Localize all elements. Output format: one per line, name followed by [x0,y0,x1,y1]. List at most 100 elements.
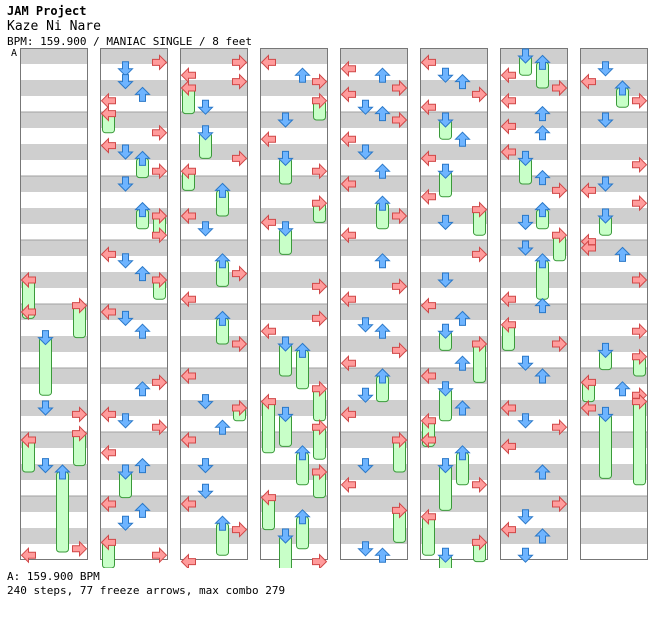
freeze-arrow-tail [633,401,646,486]
step-arrow-left [500,66,516,84]
beat-stripe [20,80,88,96]
step-arrow-up [374,195,391,211]
step-arrow-left [420,150,436,167]
step-arrow-up [454,400,471,416]
step-arrow-right [152,226,168,244]
beat-stripe [100,528,168,544]
step-arrow-up [214,310,231,326]
beat-stripe [20,368,88,384]
step-arrow-right [312,418,328,436]
step-arrow-down [37,400,54,416]
step-arrow-right [72,297,88,314]
step-arrow-up [214,182,231,198]
beat-stripe [20,48,88,64]
beat-stripe [100,464,168,480]
step-arrow-left [580,399,596,417]
beat-stripe [340,304,408,320]
step-arrow-right [232,150,248,167]
beat-stripe [500,496,568,512]
beat-stripe [260,240,328,256]
beat-stripe [420,80,488,96]
beat-stripe [420,240,488,256]
step-arrow-right [72,406,88,423]
step-arrow-right [472,534,488,551]
step-arrow-right [552,182,568,199]
step-arrow-left [100,406,116,423]
step-arrow-up [454,73,471,90]
step-arrow-up [54,464,71,480]
beat-stripe [500,112,568,128]
beat-stripe [580,400,648,416]
step-arrow-down [197,394,214,410]
beat-stripe [500,80,568,96]
beat-stripe [260,48,328,64]
step-arrow-down [357,387,374,403]
beat-stripe [180,336,248,352]
step-arrow-up [374,323,391,339]
beat-stripe [580,432,648,448]
step-arrow-right [632,322,648,340]
step-arrow-down [37,330,54,346]
beat-stripe [340,240,408,256]
step-arrow-right [232,399,248,417]
step-arrow-left [500,143,516,161]
step-arrow-left [180,290,196,308]
beat-stripe [260,208,328,224]
beat-stripe [20,304,88,320]
step-arrow-down [357,317,374,333]
step-arrow-down [197,458,214,474]
step-arrow-down [517,240,534,256]
step-arrow-left [180,79,196,97]
step-arrow-right [392,207,408,225]
step-arrow-left [260,393,276,410]
beat-stripe [420,144,488,160]
step-arrow-up [534,125,551,141]
beat-stripe [500,176,568,192]
step-arrow-up [294,445,311,461]
step-arrow-up [214,515,231,531]
step-arrow-right [312,194,328,212]
step-arrow-left [340,130,356,148]
beat-stripe [340,432,408,448]
beat-stripe [340,208,408,224]
beat-stripe [340,144,408,160]
step-arrow-left [420,54,436,71]
beat-stripe [500,528,568,544]
step-arrow-left [100,495,116,513]
chart-column-border [420,48,488,560]
chart-column-border [180,48,248,560]
step-arrow-down [437,67,454,83]
step-arrow-down [597,208,614,224]
beat-stripe [100,144,168,160]
chart-column-border [500,48,568,560]
beat-stripe [420,208,488,224]
beat-stripe [260,144,328,160]
beat-stripe [100,208,168,224]
step-arrow-right [632,92,648,110]
step-arrow-up [534,368,551,384]
step-arrow-down [437,381,454,397]
beat-stripe [100,48,168,64]
step-arrow-right [392,79,408,97]
freeze-arrow-tail [39,337,52,396]
beat-stripe [340,48,408,64]
beat-stripe [580,464,648,480]
beat-stripe [340,112,408,128]
step-arrow-left [420,412,436,430]
step-arrow-down [37,458,54,474]
step-arrow-up [134,323,151,339]
beat-stripe [20,400,88,416]
beat-stripe [260,80,328,96]
step-arrow-down [277,336,294,352]
step-arrow-up [294,342,311,358]
step-arrow-right [472,86,488,103]
step-arrow-left [100,137,116,154]
song-title: Kaze Ni Nare [7,19,101,34]
beat-stripe [180,304,248,320]
step-arrow-right [312,553,328,568]
step-arrow-right [312,162,328,180]
beat-stripe [420,176,488,192]
step-arrow-left [500,92,516,110]
beat-stripe [580,144,648,160]
step-arrow-up [134,150,151,166]
